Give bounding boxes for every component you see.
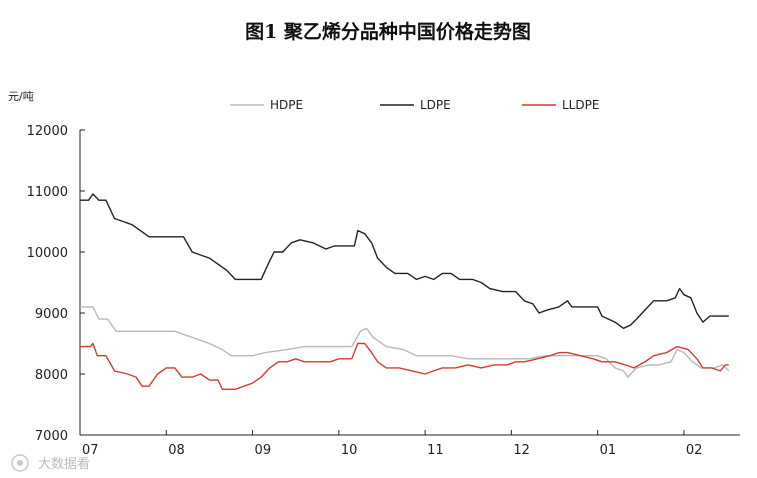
y-tick-label: 11000 [27,185,68,200]
x-tick-label: 12 [513,443,530,458]
y-tick-label: 12000 [27,124,68,139]
watermark-logo-dot [17,460,23,466]
watermark-logo-ring [11,454,29,472]
x-tick-label: 02 [686,443,703,458]
legend-label-hdpe: HDPE [270,98,303,112]
y-tick-label: 9000 [35,307,68,322]
y-tick-label: 10000 [27,246,68,261]
series-line-hdpe [80,306,730,378]
plot-area: 7000 8000 9000 10000 11000 12000 07 08 09 10 11 12 0… [27,124,740,458]
x-tick-label: 11 [427,443,444,458]
x-tick-label: 01 [600,443,617,458]
y-axis-unit-label: 元/吨 [8,90,34,103]
x-tick-label: 08 [168,443,185,458]
series-line-lldpe [80,342,729,390]
watermark-logo-icon [11,454,29,472]
y-tick-label: 7000 [35,429,68,444]
x-tick-label: 10 [341,443,358,458]
legend-label-ldpe: LDPE [420,98,451,112]
x-tick-label: 07 [82,443,99,458]
series-line-ldpe [80,193,729,329]
chart-legend: HDPE LDPE LLDPE [230,98,599,112]
legend-label-lldpe: LLDPE [562,98,599,112]
watermark-text: 大数据看 [38,456,90,472]
y-tick-label: 8000 [35,368,68,383]
chart-title: 图1 聚乙烯分品种中国价格走势图 [245,20,531,43]
x-tick-label: 09 [255,443,272,458]
